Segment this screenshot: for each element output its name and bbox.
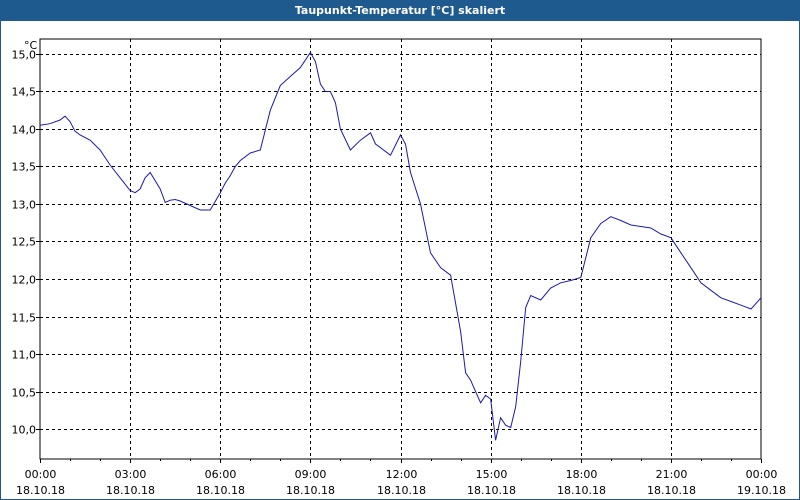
x-tick-time-label: 18:00 [566, 468, 598, 481]
y-tick-label: 14,5 [12, 86, 37, 99]
y-tick-label: 11,5 [12, 312, 37, 325]
x-tick-date-label: 18.10.18 [467, 484, 516, 497]
x-tick-date-label: 18.10.18 [647, 484, 696, 497]
y-axis-ticks: 10,0 10,5 11,0 11,5 12,0 12,5 13,0 13,5 14,0 14,5… [12, 49, 37, 437]
x-tick-time-label: 15:00 [476, 468, 508, 481]
x-tick-date-label: 18.10.18 [286, 484, 335, 497]
y-tick-label: 10,5 [12, 387, 37, 400]
x-tick-date-label: 18.10.18 [377, 484, 426, 497]
window-title: Taupunkt-Temperatur [°C] skaliert [1, 1, 799, 21]
x-tick-time-label: 12:00 [386, 468, 418, 481]
x-axis-ticks: 00:00 18.10.18 03:00 18.10.18 06:00 18.10.18 0… [16, 468, 786, 497]
axes [36, 38, 762, 463]
plot-border [39, 38, 762, 460]
y-tick-label: 11,0 [12, 349, 37, 362]
grid [40, 39, 761, 459]
x-tick-time-label: 06:00 [205, 468, 237, 481]
x-tick-date-label: 18.10.18 [557, 484, 606, 497]
series-line [39, 51, 762, 441]
x-tick-time-label: 00:00 [25, 468, 57, 481]
x-tick-time-label: 03:00 [115, 468, 147, 481]
y-tick-label: 12,0 [12, 274, 37, 287]
y-tick-label: 13,5 [12, 161, 37, 174]
y-tick-label: 10,0 [12, 424, 37, 437]
y-axis-unit-label: °C [24, 39, 38, 52]
y-tick-label: 15,0 [12, 49, 37, 62]
y-tick-label: 12,5 [12, 236, 37, 249]
x-tick-time-label: 09:00 [295, 468, 327, 481]
y-tick-label: 13,0 [12, 199, 37, 212]
x-tick-time-label: 00:00 [746, 468, 778, 481]
x-tick-time-label: 21:00 [656, 468, 688, 481]
x-tick-date-label: 18.10.18 [16, 484, 65, 497]
x-tick-date-label: 19.10.18 [737, 484, 786, 497]
y-tick-label: 14,0 [12, 124, 37, 137]
x-tick-date-label: 18.10.18 [196, 484, 245, 497]
x-tick-date-label: 18.10.18 [106, 484, 155, 497]
